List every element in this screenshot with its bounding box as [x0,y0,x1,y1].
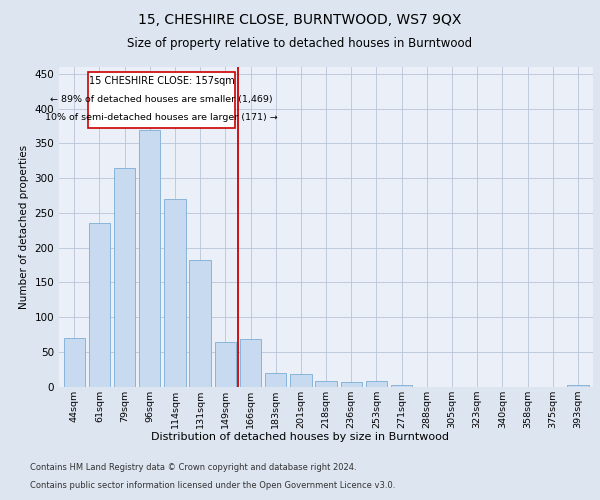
Text: Distribution of detached houses by size in Burntwood: Distribution of detached houses by size … [151,432,449,442]
Text: 15, CHESHIRE CLOSE, BURNTWOOD, WS7 9QX: 15, CHESHIRE CLOSE, BURNTWOOD, WS7 9QX [139,12,461,26]
Bar [114,168,135,387]
Text: 10% of semi-detached houses are larger (171) →: 10% of semi-detached houses are larger (… [45,112,278,122]
Bar [215,342,236,387]
Y-axis label: Number of detached properties: Number of detached properties [19,145,29,309]
Bar [139,130,160,387]
Bar [64,338,85,387]
Bar [164,199,185,387]
Bar [391,384,412,387]
Bar [366,380,387,387]
Text: Size of property relative to detached houses in Burntwood: Size of property relative to detached ho… [127,38,473,51]
Text: 15 CHESHIRE CLOSE: 157sqm: 15 CHESHIRE CLOSE: 157sqm [89,76,235,86]
Bar [88,72,235,128]
Bar [290,374,311,387]
Bar [316,381,337,387]
Text: ← 89% of detached houses are smaller (1,469): ← 89% of detached houses are smaller (1,… [50,96,273,104]
Text: Contains HM Land Registry data © Crown copyright and database right 2024.: Contains HM Land Registry data © Crown c… [30,464,356,472]
Text: Contains public sector information licensed under the Open Government Licence v3: Contains public sector information licen… [30,481,395,490]
Bar [240,340,261,387]
Bar [89,224,110,387]
Bar [341,382,362,387]
Bar [265,373,286,387]
Bar [190,260,211,387]
Bar [567,384,589,387]
